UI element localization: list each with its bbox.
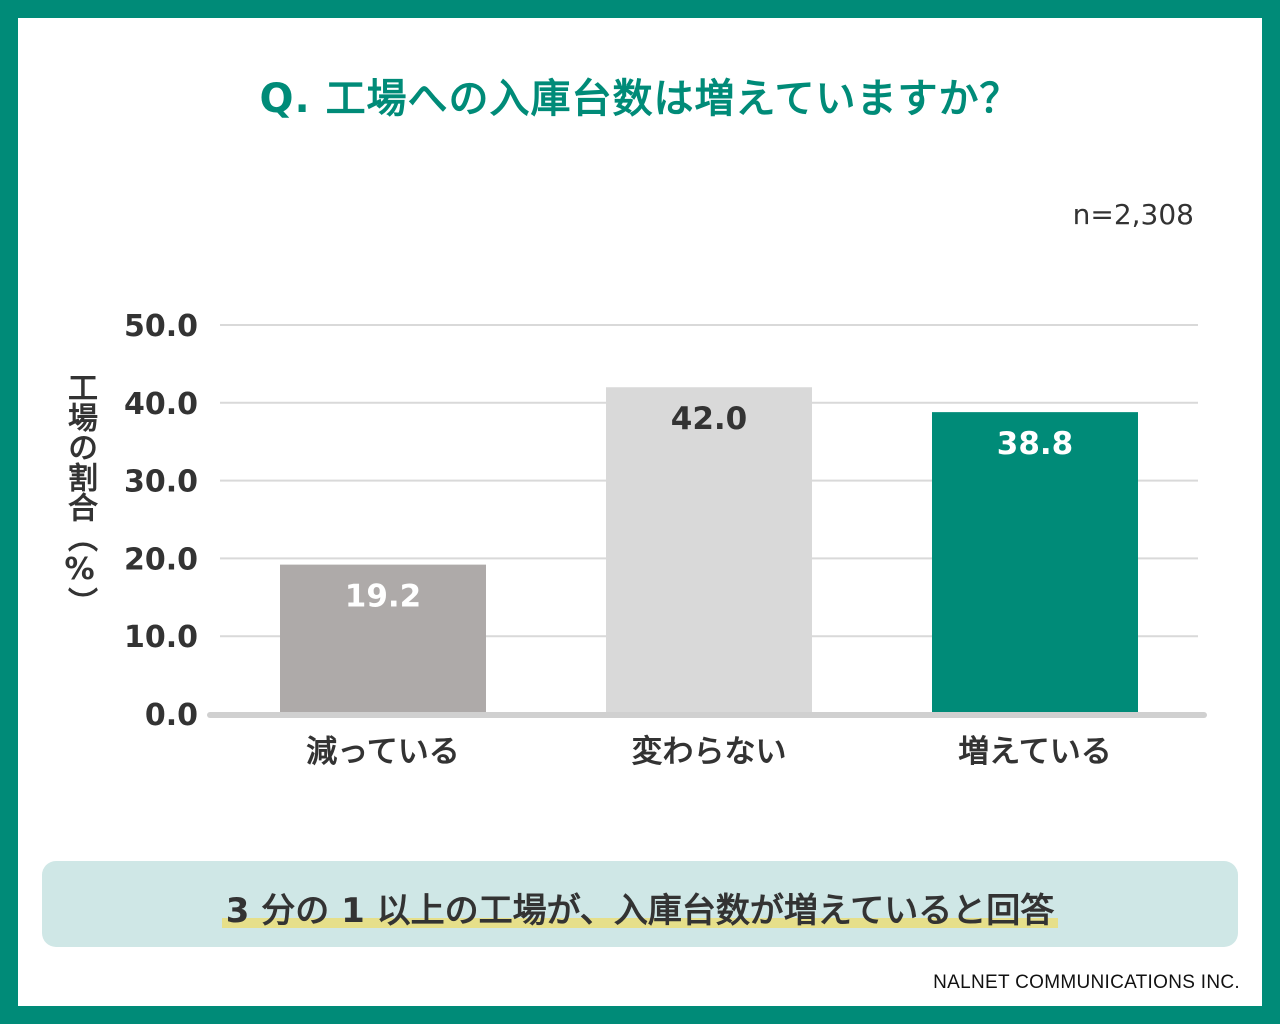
x-tick-label: 変わらない — [632, 734, 787, 770]
bar-1 — [280, 564, 486, 714]
y-tick-label: 30.0 — [124, 465, 198, 500]
y-tick-label: 0.0 — [145, 698, 198, 733]
sample-size-label: n=2,308 — [1072, 198, 1194, 231]
y-tick-label: 50.0 — [124, 309, 198, 344]
bar-value-label: 19.2 — [345, 579, 422, 615]
x-tick-labels: 減っている 変わらない 増えている — [306, 734, 1111, 770]
bar-3 — [932, 412, 1138, 714]
y-tick-labels: 0.0 10.0 20.0 30.0 40.0 50.0 — [124, 309, 198, 733]
bars — [280, 387, 1138, 714]
y-axis-label: 工場の割合（%） — [62, 372, 97, 617]
bar-2 — [606, 387, 812, 714]
y-tick-label: 10.0 — [124, 620, 198, 655]
value-labels: 19.2 42.0 38.8 — [345, 401, 1074, 614]
chart-title: Q. 工場への入庫台数は増えていますか？ — [259, 76, 1021, 122]
x-tick-label: 増えている — [958, 734, 1111, 770]
y-tick-label: 40.0 — [124, 387, 198, 422]
bar-value-label: 42.0 — [671, 401, 748, 437]
bar-chart: 0.0 10.0 20.0 30.0 40.0 50.0 19.2 42.0 38.8 減って… — [124, 309, 1207, 770]
summary-text: 3 分の 1 以上の工場が、入庫台数が増えていると回答 — [221, 891, 1059, 931]
y-tick-label: 20.0 — [124, 542, 198, 577]
bar-value-label: 38.8 — [997, 426, 1074, 462]
x-tick-label: 減っている — [306, 734, 459, 770]
summary-box: 3 分の 1 以上の工場が、入庫台数が増えていると回答 — [42, 861, 1238, 947]
company-credit: NALNET COMMUNICATIONS INC. — [933, 972, 1240, 993]
